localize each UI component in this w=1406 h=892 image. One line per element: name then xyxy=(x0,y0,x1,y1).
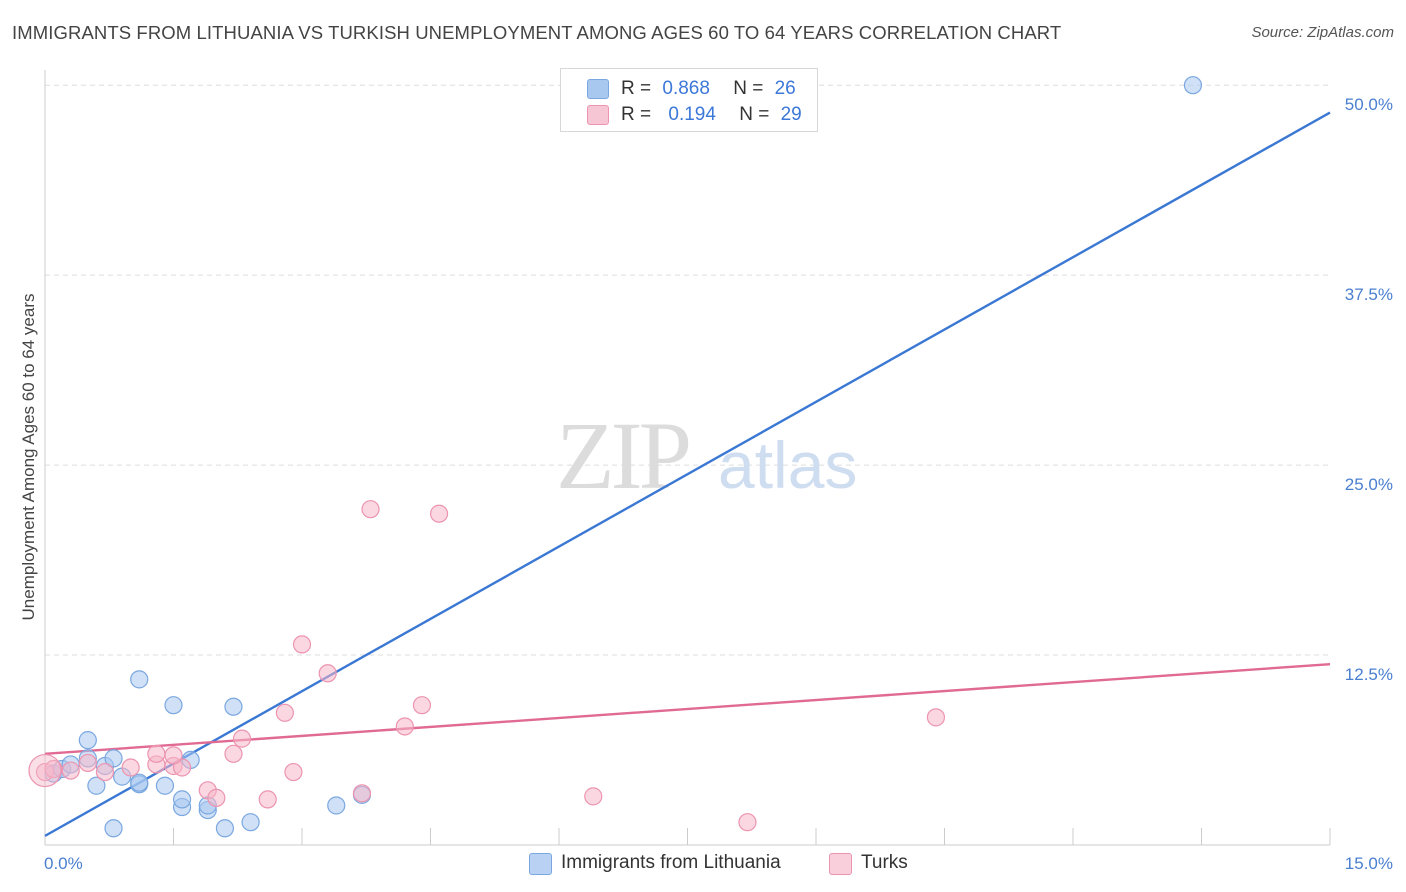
y-tick-label: 25.0% xyxy=(1345,475,1393,494)
x-tick-label: 0.0% xyxy=(44,854,83,873)
axis-layer xyxy=(44,70,1331,846)
turks-point xyxy=(284,762,303,782)
grid-layer xyxy=(45,84,1330,656)
turks-point xyxy=(61,761,80,780)
turks-point xyxy=(584,787,603,806)
lithuania-point xyxy=(87,776,106,795)
lithuania-point xyxy=(78,731,97,750)
turks-point xyxy=(352,784,372,803)
source-label: Source: ZipAtlas.com xyxy=(1251,24,1394,41)
y-tick-label: 50.0% xyxy=(1345,95,1393,114)
turks-point xyxy=(292,635,312,654)
blue-swatch-icon xyxy=(529,853,552,875)
y-tick-label: 12.5% xyxy=(1345,665,1393,684)
turks-point xyxy=(926,708,946,727)
n-label: N = xyxy=(733,78,764,99)
lithuania-point xyxy=(164,696,183,715)
data-points xyxy=(28,76,1203,838)
turks-point xyxy=(95,762,115,782)
r-label: R = xyxy=(621,104,652,125)
turks-point xyxy=(429,504,449,523)
turks-point xyxy=(258,790,277,809)
turks-point xyxy=(318,664,337,683)
blue-swatch-icon xyxy=(587,79,609,99)
r-label: R = xyxy=(621,78,652,99)
turks-point xyxy=(147,744,166,763)
turks-point xyxy=(395,717,414,736)
n-label: N = xyxy=(739,104,770,125)
lithuania-point xyxy=(1183,76,1203,95)
lithuania-point xyxy=(224,697,243,716)
lithuania-point xyxy=(172,790,192,809)
lithuania-point xyxy=(155,776,175,795)
r-value: 0.868 xyxy=(662,78,710,99)
watermark-atlas: atlas xyxy=(718,428,857,502)
turks-point xyxy=(164,746,183,765)
lithuania-point xyxy=(327,796,346,815)
legend-label: Turks xyxy=(861,852,908,873)
watermark-zip: ZIP xyxy=(556,402,689,509)
turks-point xyxy=(207,788,226,807)
n-value: 29 xyxy=(780,104,802,125)
lithuania-point xyxy=(215,819,234,838)
turks-point xyxy=(412,696,432,715)
pink-swatch-icon xyxy=(587,105,609,125)
turks-point xyxy=(232,729,252,748)
pink-swatch-icon xyxy=(829,853,852,875)
turks-trend-line xyxy=(44,662,1331,756)
lithuania-point xyxy=(104,749,123,768)
correlation-legend: R = 0.868 N = 26 R = 0.194 N = 29 xyxy=(560,68,818,132)
lithuania-point xyxy=(130,773,149,792)
x-tick-label: 15.0% xyxy=(1345,854,1393,873)
turks-point xyxy=(738,813,757,832)
lithuania-point xyxy=(241,813,260,832)
watermark: ZIP atlas xyxy=(556,402,857,509)
turks-point xyxy=(275,703,294,722)
series-legend: Immigrants from Lithuania Turks xyxy=(0,852,1406,878)
turks-point xyxy=(78,753,97,773)
lithuania-trend-line xyxy=(44,111,1331,837)
lithuania-point xyxy=(104,819,123,838)
y-axis-label: Unemployment Among Ages 60 to 64 years xyxy=(19,294,38,621)
turks-point xyxy=(361,500,380,519)
n-value: 26 xyxy=(774,78,796,99)
chart-title: IMMIGRANTS FROM LITHUANIA VS TURKISH UNE… xyxy=(12,22,1062,43)
y-tick-label: 37.5% xyxy=(1345,285,1393,304)
turks-point xyxy=(224,744,243,763)
trend-lines xyxy=(44,111,1331,837)
turks-point xyxy=(28,753,62,788)
lithuania-point xyxy=(130,670,149,689)
tick-labels: 12.5% 25.0% 37.5% 50.0% 0.0% 15.0% xyxy=(44,95,1393,873)
legend-label: Immigrants from Lithuania xyxy=(561,852,781,873)
r-value: 0.194 xyxy=(668,104,716,125)
turks-point xyxy=(121,758,140,777)
